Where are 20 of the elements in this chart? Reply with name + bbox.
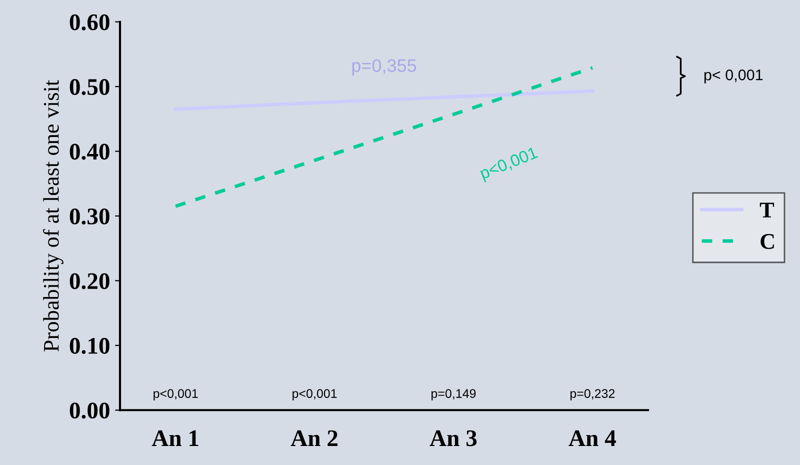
annotation: p=0,149 [432, 389, 476, 400]
y-tick-label: 0.10 [70, 338, 110, 354]
y-tick-label: 0.20 [70, 273, 110, 290]
annotation: p=0,232 [570, 389, 615, 400]
annotation: p<0,001 [292, 389, 337, 400]
y-tick-label: 0.40 [70, 144, 110, 160]
text: p< 0,001 [704, 69, 763, 84]
legend-label: T [760, 202, 774, 218]
x-tick-label: An 2 [290, 430, 338, 446]
y-tick-label: 0.00 [70, 402, 110, 419]
y-axis-title: Probability of at least one visit [42, 80, 64, 352]
y-tick-label: 0.30 [70, 208, 110, 225]
annotation: p<0,001 [154, 389, 198, 400]
legend-label: C [760, 234, 774, 249]
x-tick-label: An 4 [568, 430, 616, 446]
line-series [174, 89, 594, 111]
y-tick-label: 0.60 [70, 14, 110, 30]
y-tick-label: 0.50 [70, 79, 110, 96]
x-tick-label: An 1 [152, 430, 198, 446]
x-tick-label: An 3 [430, 430, 477, 446]
